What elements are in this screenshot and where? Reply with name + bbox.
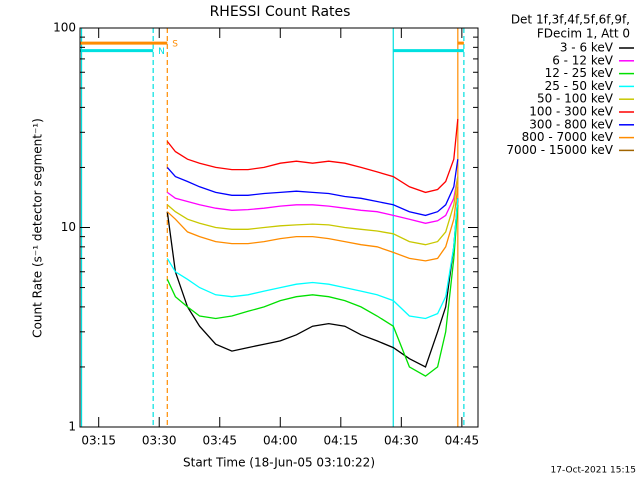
x-axis-title: Start Time (18-Jun-05 03:10:22) bbox=[183, 456, 375, 470]
x-tick-label: 04:45 bbox=[445, 434, 480, 448]
series-line bbox=[166, 159, 459, 217]
legend-label: 7000 - 15000 keV bbox=[506, 143, 613, 157]
y-axis-title: Count Rate (s⁻¹ detector segment⁻¹) bbox=[31, 118, 45, 338]
x-tick-label: 04:15 bbox=[324, 434, 359, 448]
y-tick-label: 1 bbox=[68, 420, 76, 434]
x-tick-label: 04:00 bbox=[263, 434, 298, 448]
series-line bbox=[166, 118, 459, 194]
legend-label: 50 - 100 keV bbox=[537, 92, 614, 106]
x-tick-label: 03:15 bbox=[81, 434, 116, 448]
legend-label: 12 - 25 keV bbox=[545, 66, 614, 80]
x-tick-label: 03:30 bbox=[142, 434, 177, 448]
legend-label: 25 - 50 keV bbox=[545, 79, 614, 93]
series-line bbox=[166, 198, 459, 368]
x-tick-label: 04:30 bbox=[384, 434, 419, 448]
legend-header: Det 1f,3f,4f,5f,6f,9f, bbox=[511, 13, 630, 27]
series-line bbox=[166, 198, 459, 320]
legend-label: 3 - 6 keV bbox=[560, 41, 614, 55]
series-line bbox=[166, 186, 459, 262]
legend-header: FDecim 1, Att 0 bbox=[537, 27, 630, 41]
series-line bbox=[166, 204, 459, 377]
series-line bbox=[166, 176, 459, 246]
y-tick-label: 10 bbox=[61, 220, 76, 234]
legend-label: 300 - 800 keV bbox=[529, 117, 613, 131]
y-tick-label: 100 bbox=[53, 21, 76, 35]
chart-title: RHESSI Count Rates bbox=[210, 4, 351, 20]
flag-label: S bbox=[172, 40, 178, 50]
legend-label: 800 - 7000 keV bbox=[522, 130, 614, 144]
flag-label: N bbox=[158, 47, 165, 57]
x-tick-label: 03:45 bbox=[202, 434, 237, 448]
legend-label: 100 - 300 keV bbox=[529, 105, 613, 119]
series-line bbox=[166, 176, 459, 224]
footer-date: 17-Oct-2021 15:15 bbox=[551, 466, 636, 476]
legend-label: 6 - 12 keV bbox=[552, 53, 614, 67]
